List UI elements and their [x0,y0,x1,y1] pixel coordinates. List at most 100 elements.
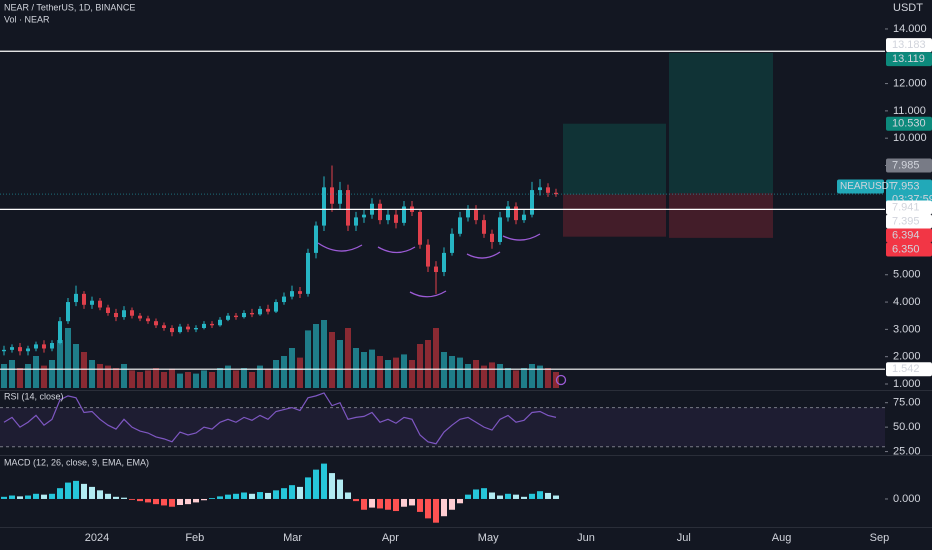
symbol-label: NEARUSDT [840,181,895,192]
macd-histogram-bar [249,493,255,499]
candle-body [418,211,422,245]
candle-body [74,293,78,303]
price-tag [886,362,932,377]
candle-body [154,321,158,326]
macd-histogram-bar [385,498,391,510]
volume-bar [409,360,415,388]
price-tag-label: 10.530 [892,118,926,130]
volume-title: Vol · NEAR [4,14,50,24]
volume-bar [481,365,487,388]
volume-bar [521,368,527,388]
volume-bar [65,328,71,388]
macd-histogram-bar [9,495,15,499]
candle-body [346,190,350,226]
volume-bar [489,362,495,388]
macd-histogram-bar [409,498,415,506]
candle-body [242,312,246,318]
y-tick-label: 1.000 [893,378,921,390]
price-tag-label: 6.350 [892,243,920,255]
macd-histogram-bar [81,483,87,499]
candle-body [298,291,302,294]
macd-histogram-bar [537,491,543,499]
price-tag-label: 7.985 [892,159,920,171]
pattern-arcs [317,233,541,298]
candle-body [514,206,518,221]
candle-body [186,326,190,330]
macd-histogram-bar [153,498,159,505]
candle-body [546,187,550,193]
candle-body [314,225,318,253]
macd-histogram-bar [529,493,535,499]
volume-bar [505,368,511,388]
volume-bar [377,356,383,388]
candle-body [170,328,174,333]
macd-histogram-bar [505,493,511,499]
volume-bar [177,373,183,388]
macd-title: MACD (12, 26, close, 9, EMA, EMA) [4,457,149,467]
macd-histogram-bar [473,489,479,499]
x-tick-label: Jun [577,532,595,544]
macd-histogram-bar [89,486,95,499]
x-tick-label: Sep [870,532,890,544]
profit-zone [669,53,773,194]
macd-histogram-bar [65,482,71,499]
volume-bar [153,368,159,388]
macd-histogram-bar [145,498,151,503]
volume-bar [265,368,271,388]
x-tick-label: May [478,532,499,544]
candle-body [202,323,206,329]
candle-body [498,217,502,242]
macd-histogram-bar [513,494,519,499]
price-tag-label: 1.542 [892,363,920,375]
macd-histogram-bar [1,496,7,499]
volume-bar [513,370,519,388]
macd-histogram-bar [337,479,343,499]
macd-histogram-bar [401,498,407,507]
candle-body [378,203,382,221]
candle-body [386,214,390,221]
macd-histogram-bar [185,498,191,505]
volume-bar [137,372,143,388]
macd-histogram-bar [209,498,215,499]
price-tag [886,214,932,229]
x-tick-label: 2024 [85,532,109,544]
candle-body [34,344,38,349]
candle-body [474,209,478,221]
volume-bar [281,356,287,388]
candle-body [10,347,14,350]
macd-histogram-bar [521,496,527,499]
y-tick-label: 0.000 [893,493,921,505]
rsi-line [3,392,557,445]
volume-bar [145,370,151,388]
candle-body [274,302,278,312]
macd-histogram-bar [129,498,135,500]
volume-bar [401,354,407,388]
x-tick-label: Aug [772,532,792,544]
candle-body [178,326,182,333]
macd-histogram-bar [273,490,279,499]
volume-bar [361,352,367,388]
macd-histogram-bar [169,498,175,507]
x-tick-label: Feb [185,532,204,544]
volume-bar [97,364,103,388]
candle-body [322,187,326,226]
y-tick-label: 75.00 [893,397,921,409]
macd-histogram-bar [25,495,31,499]
candle-body [50,343,54,349]
candle-body [90,300,94,305]
alert-icon[interactable] [555,374,567,386]
volume-bar [185,372,191,388]
arc [409,290,447,298]
marks: 14.00012.00011.00010.0009.0005.0004.0003… [0,23,927,544]
macd-histogram-bar [313,469,319,499]
volume-bar [545,368,551,388]
macd-histogram-bar [97,490,103,499]
volume-bar [41,365,47,388]
volume-bar [449,356,455,388]
macd-histogram-bar [361,498,367,510]
candle-body [114,312,118,318]
rsi-band [0,407,885,447]
x-tick-label: Jul [677,532,691,544]
chart-title: NEAR / TetherUS, 1D, BINANCE [4,2,135,12]
